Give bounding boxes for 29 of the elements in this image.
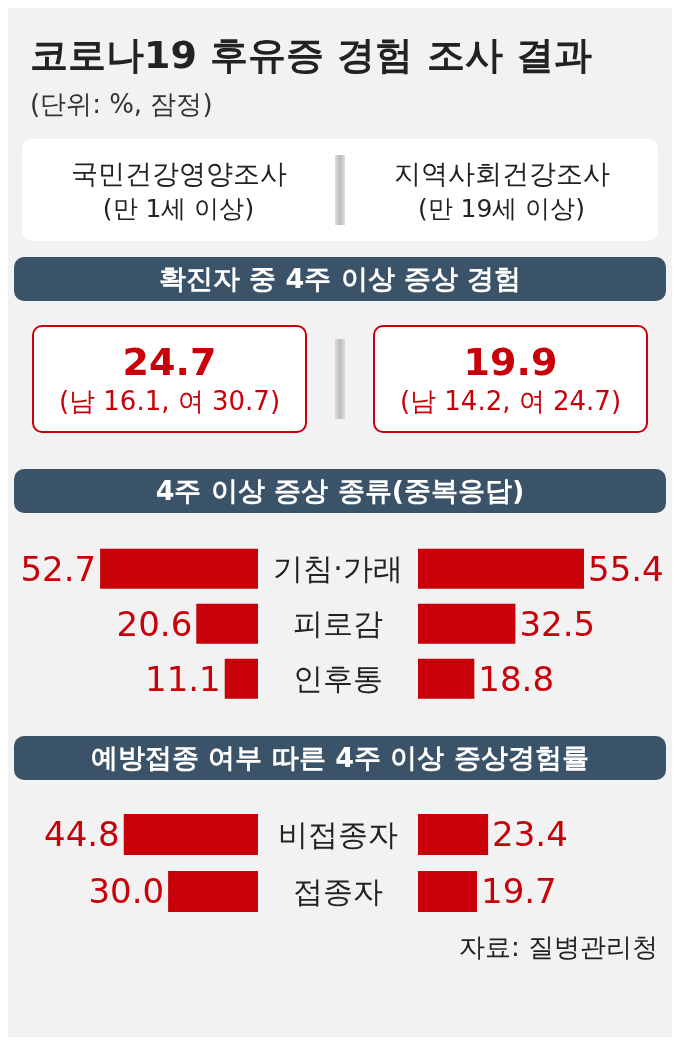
data-label: 44.8 bbox=[44, 814, 120, 855]
text: 19.9 bbox=[463, 339, 558, 384]
data-label: 23.4 bbox=[492, 814, 568, 855]
data-label: 55.4 bbox=[588, 548, 664, 589]
data-label: 52.7 bbox=[20, 548, 97, 589]
text: 지역사회건강조사 bbox=[392, 156, 611, 191]
data-label: 19.7 bbox=[481, 871, 557, 912]
text: 예방접종 여부 따른 4주 이상 증상경험률 bbox=[14, 736, 666, 780]
y-tick-label: 인후통 bbox=[293, 660, 383, 696]
text: (남 14.2, 여 24.7) bbox=[399, 384, 622, 418]
text: 자료: 질병관리청 bbox=[457, 931, 658, 964]
text: 국민건강영양조사 bbox=[69, 156, 288, 191]
data-label: 11.1 bbox=[145, 658, 221, 699]
y-tick-label: 피로감 bbox=[293, 605, 383, 641]
data-label: 30.0 bbox=[88, 871, 165, 912]
y-tick-label: 접종자 bbox=[293, 873, 383, 909]
data-label: 20.6 bbox=[116, 603, 193, 644]
text: 24.7 bbox=[122, 339, 217, 384]
text: 4주 이상 증상 종류(중복응답) bbox=[14, 469, 666, 513]
data-label: 32.5 bbox=[519, 603, 596, 644]
text: (단위: %, 잠정) bbox=[29, 88, 214, 121]
text: (남 16.1, 여 30.7) bbox=[58, 384, 281, 418]
y-tick-label: 비접종자 bbox=[278, 816, 398, 852]
text: (만 1세 이상) bbox=[101, 192, 256, 225]
text: 코로나19 후유증 경험 조사 결과 bbox=[29, 32, 593, 79]
y-tick-label: 기침·가래 bbox=[273, 550, 403, 586]
text: (만 19세 이상) bbox=[416, 192, 587, 225]
data-label: 18.8 bbox=[478, 658, 555, 699]
text: 확진자 중 4주 이상 증상 경험 bbox=[14, 257, 666, 301]
